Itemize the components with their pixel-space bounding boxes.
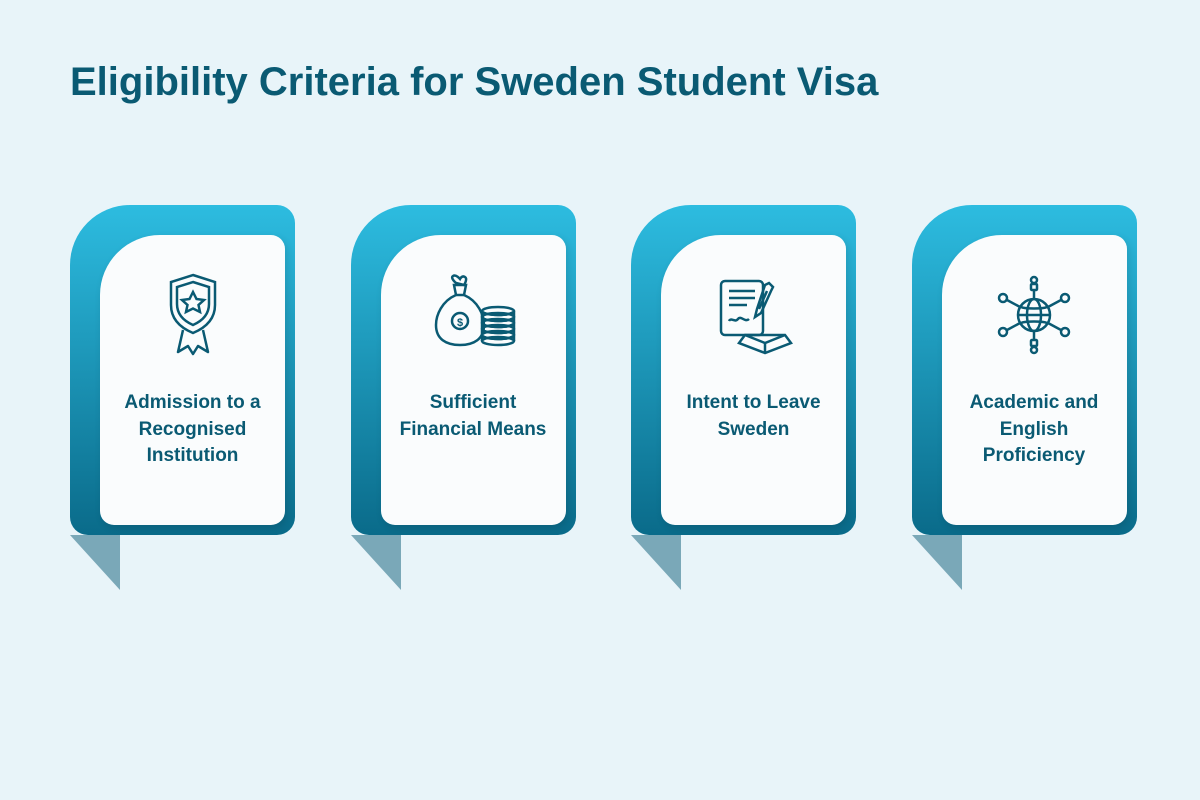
card-front: Admission to a Recognised Institution (100, 235, 285, 525)
card-tail (912, 535, 962, 590)
badge-star-icon (143, 265, 243, 365)
card-label: Sufficient Financial Means (399, 390, 548, 443)
cards-row: Admission to a Recognised Institution $ (70, 205, 1130, 585)
card-tail (351, 535, 401, 590)
card-admission: Admission to a Recognised Institution (70, 205, 289, 585)
money-bag-coins-icon: $ (423, 265, 523, 365)
card-front: $ Sufficient Financial Means (381, 235, 566, 525)
card-intent: Intent to Leave Sweden (631, 205, 850, 585)
document-signature-icon (704, 265, 804, 365)
card-financial: $ Sufficient Financial Means (351, 205, 570, 585)
card-front: Academic and English Proficiency (942, 235, 1127, 525)
card-tail (631, 535, 681, 590)
card-tail (70, 535, 120, 590)
globe-network-icon (984, 265, 1084, 365)
card-label: Admission to a Recognised Institution (118, 390, 267, 470)
infographic-container: Eligibility Criteria for Sweden Student … (0, 0, 1200, 645)
page-title: Eligibility Criteria for Sweden Student … (70, 60, 1130, 105)
svg-text:$: $ (457, 317, 463, 329)
card-label: Intent to Leave Sweden (679, 390, 828, 443)
card-proficiency: Academic and English Proficiency (912, 205, 1131, 585)
card-label: Academic and English Proficiency (960, 390, 1109, 470)
card-front: Intent to Leave Sweden (661, 235, 846, 525)
